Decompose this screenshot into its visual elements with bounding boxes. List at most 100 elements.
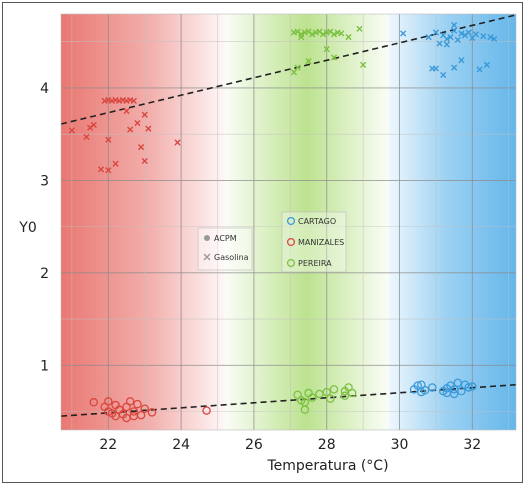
point-pereira-gasolina <box>309 31 316 38</box>
point-cartago-acpm <box>442 388 452 398</box>
legend-marker-x <box>203 253 211 261</box>
point-pereira-acpm <box>347 388 357 398</box>
background-regions <box>61 14 516 430</box>
legend-fuel: ACPM Gasolina <box>197 227 253 271</box>
point-manizales-gasolina <box>174 139 181 146</box>
point-cartago-gasolina <box>451 64 458 71</box>
x-axis-title: Temperatura (°C) <box>266 458 388 474</box>
point-manizales-acpm <box>111 400 120 410</box>
point-cartago-gasolina <box>443 35 450 43</box>
point-cartago-gasolina <box>429 65 436 72</box>
point-cartago-gasolina <box>476 66 483 73</box>
legend-city-label: CARTAGO <box>298 217 336 226</box>
point-cartago-gasolina <box>451 21 458 29</box>
point-cartago-gasolina <box>451 27 458 34</box>
region-cartago <box>388 14 516 430</box>
point-manizales-acpm <box>129 407 139 416</box>
point-cartago-gasolina <box>465 29 472 36</box>
point-pereira-gasolina <box>305 58 312 65</box>
point-pereira-gasolina <box>298 34 305 41</box>
plot-border <box>60 13 517 431</box>
x-tick-label: 24 <box>172 437 190 453</box>
point-cartago-gasolina <box>443 41 450 48</box>
point-cartago-gasolina <box>440 71 447 79</box>
legend-marker-cartago <box>286 216 296 226</box>
point-cartago-acpm <box>468 382 477 391</box>
axes: 22 24 26 28 30 32 1 2 3 4 <box>40 13 517 453</box>
region-pereira <box>224 14 389 430</box>
x-tick-label: 32 <box>463 437 481 453</box>
point-pereira-gasolina <box>360 61 367 68</box>
legend-marker-manizales <box>286 237 296 247</box>
x-tick-label: 28 <box>318 437 336 453</box>
point-cartago-gasolina <box>458 57 465 64</box>
point-pereira-gasolina <box>356 25 363 32</box>
point-pereira-acpm <box>300 398 310 407</box>
point-pereira-gasolina <box>294 64 301 71</box>
point-manizales-acpm <box>202 406 211 415</box>
point-pereira-gasolina <box>330 31 338 38</box>
point-cartago-gasolina <box>480 33 487 40</box>
point-manizales-gasolina <box>90 121 97 129</box>
legend-city-label: PEREIRA <box>298 259 332 268</box>
point-manizales-gasolina <box>134 119 141 127</box>
legend-marker-circle <box>204 235 210 241</box>
region-manizales <box>61 14 225 430</box>
point-pereira-acpm <box>307 393 317 402</box>
legends: ACPM Gasolina CARTAGO MANIZALES PEREIRA <box>197 211 347 273</box>
point-manizales-acpm <box>133 399 142 409</box>
x-tick-label: 30 <box>391 437 409 453</box>
point-manizales-gasolina <box>83 133 90 141</box>
point-cartago-gasolina <box>436 40 443 47</box>
point-manizales-gasolina <box>105 136 112 143</box>
data-points <box>68 21 498 423</box>
point-manizales-gasolina <box>123 107 130 115</box>
y-tick-label: 4 <box>40 81 49 97</box>
point-cartago-gasolina <box>400 30 407 37</box>
point-cartago-gasolina <box>432 29 440 36</box>
point-pereira-acpm <box>329 385 339 394</box>
point-manizales-acpm <box>129 411 139 421</box>
point-manizales-acpm <box>89 398 99 407</box>
point-cartago-gasolina <box>472 31 480 38</box>
point-cartago-gasolina <box>447 34 454 41</box>
regression-line-gasolina <box>60 14 517 125</box>
point-manizales-gasolina <box>141 157 148 165</box>
x-tick-label: 26 <box>245 437 263 453</box>
point-cartago-gasolina <box>491 35 498 43</box>
point-cartago-gasolina <box>483 61 490 68</box>
point-manizales-acpm <box>104 397 113 406</box>
point-manizales-gasolina <box>130 97 137 104</box>
point-cartago-gasolina <box>425 34 432 41</box>
point-pereira-gasolina <box>323 46 330 53</box>
point-pereira-gasolina <box>345 34 352 41</box>
point-pereira-acpm <box>322 387 331 397</box>
point-cartago-gasolina <box>487 34 494 41</box>
point-cartago-acpm <box>417 380 426 389</box>
legend-fuel-label: Gasolina <box>214 253 249 262</box>
y-tick-label: 1 <box>40 358 49 374</box>
point-pereira-acpm <box>340 391 350 401</box>
point-manizales-gasolina <box>127 126 134 133</box>
point-cartago-gasolina <box>458 30 465 37</box>
legend-marker-pereira <box>286 258 296 268</box>
legend-city-box <box>281 211 347 273</box>
y-tick-label: 2 <box>40 266 49 282</box>
point-manizales-acpm <box>147 408 157 417</box>
y-axis-title: Y0 <box>18 220 36 236</box>
point-manizales-acpm <box>140 404 149 413</box>
point-manizales-gasolina <box>105 167 112 174</box>
point-manizales-gasolina <box>68 127 76 134</box>
point-cartago-acpm <box>464 383 473 392</box>
point-cartago-acpm <box>457 386 466 396</box>
point-manizales-acpm <box>125 397 135 406</box>
point-cartago-acpm <box>413 381 422 390</box>
point-manizales-gasolina <box>112 160 119 167</box>
legend-fuel-label: ACPM <box>214 234 237 243</box>
point-manizales-gasolina <box>141 111 148 118</box>
point-pereira-acpm <box>326 394 335 403</box>
point-cartago-gasolina <box>454 36 461 43</box>
x-tick-label: 22 <box>99 437 117 453</box>
legend-city-label: MANIZALES <box>298 238 344 247</box>
